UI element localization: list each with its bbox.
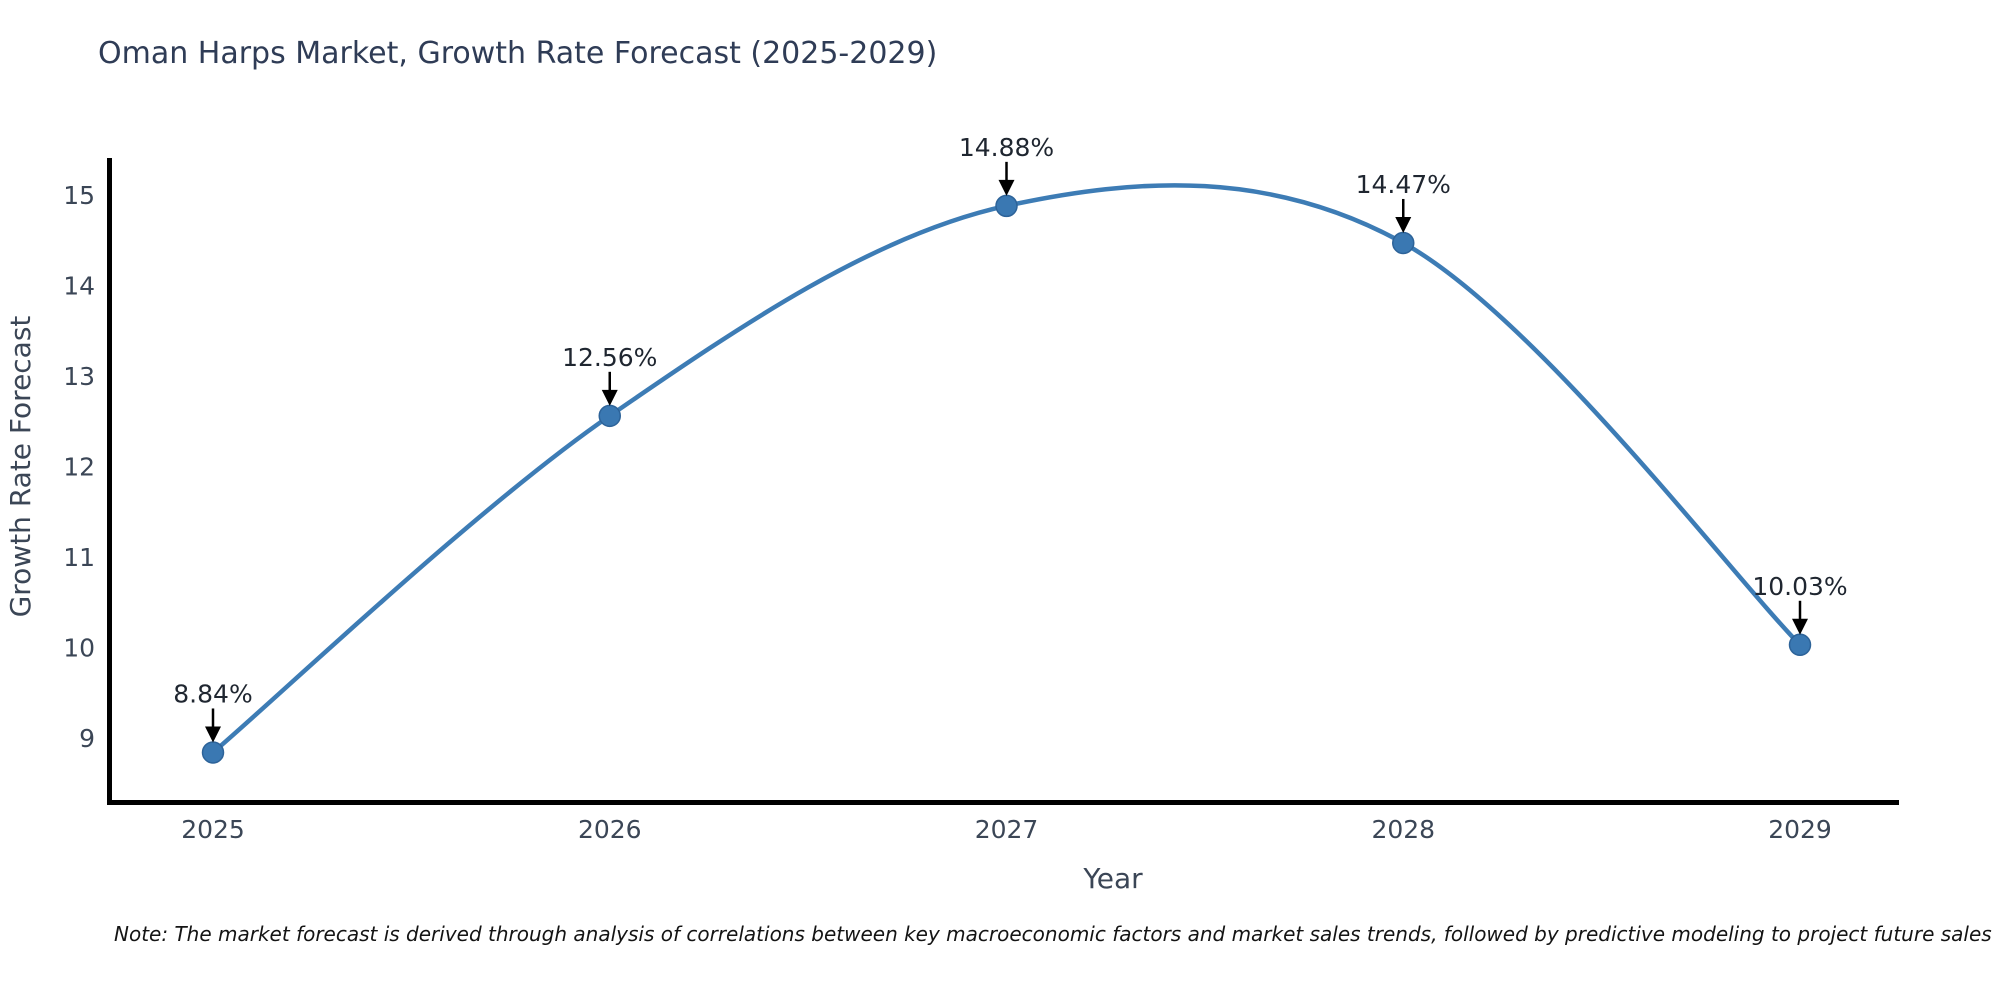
annotation-arrow-head xyxy=(998,179,1015,196)
data-point-2028 xyxy=(1392,231,1415,255)
point-value-label: 10.03% xyxy=(1752,572,1847,601)
x-axis-line xyxy=(107,800,1899,805)
y-tick-label: 13 xyxy=(63,362,95,391)
growth-rate-line-chart: 9 10 11 12 13 14 15 2025 2026 2027 2028 2029 Growth … xyxy=(4,133,1899,895)
y-tick-label: 15 xyxy=(63,181,95,210)
data-point-2029 xyxy=(1788,633,1812,657)
x-tick-label: 2026 xyxy=(578,815,642,844)
y-axis-title: Growth Rate Forecast xyxy=(4,316,37,618)
annotation-arrow-head xyxy=(1395,216,1412,233)
y-tick-label: 9 xyxy=(79,724,95,753)
annotation-arrow-head xyxy=(205,726,221,743)
y-tick-label: 12 xyxy=(63,453,95,482)
x-tick-label: 2028 xyxy=(1371,815,1435,844)
annotation-arrow-head xyxy=(601,389,618,406)
point-value-label: 12.56% xyxy=(562,343,657,372)
forecast-line xyxy=(210,183,1803,755)
x-tick-label: 2029 xyxy=(1768,815,1832,844)
y-axis-line xyxy=(107,158,112,805)
point-value-label: 14.47% xyxy=(1356,170,1451,199)
point-value-label: 8.84% xyxy=(173,679,252,708)
x-tick-label: 2027 xyxy=(975,815,1039,844)
y-tick-label: 11 xyxy=(63,543,95,572)
data-point-2026 xyxy=(598,404,621,428)
y-tick-label: 14 xyxy=(63,272,95,301)
data-point-2025 xyxy=(201,741,225,764)
chart-title: Oman Harps Market, Growth Rate Forecast … xyxy=(98,36,938,71)
data-point-2027 xyxy=(995,194,1018,218)
x-axis-title: Year xyxy=(1082,862,1143,895)
chart-footnote: Note: The market forecast is derived thr… xyxy=(114,922,1992,946)
y-tick-label: 10 xyxy=(63,634,95,663)
annotation-arrow-head xyxy=(1792,618,1808,635)
point-value-label: 14.88% xyxy=(959,133,1054,162)
x-tick-label: 2025 xyxy=(181,815,245,844)
